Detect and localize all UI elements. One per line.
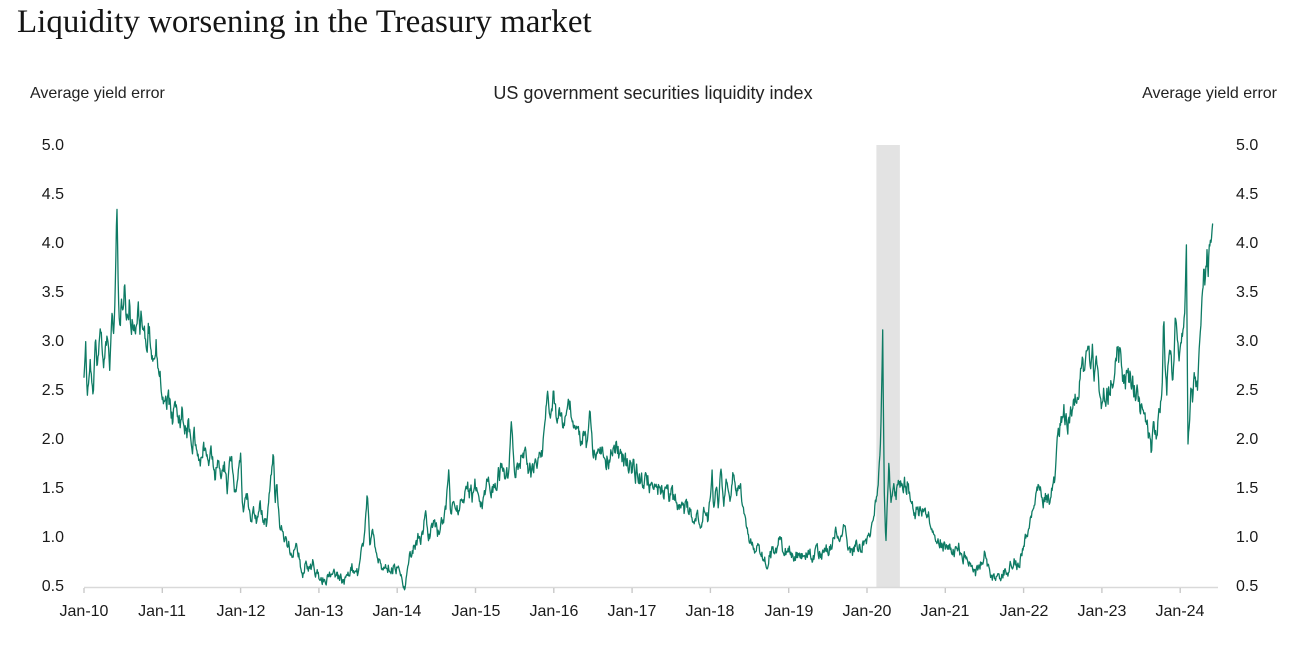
y-tick-label-left: 3.5 [41,284,64,301]
y-tick-label-left: 2.0 [41,431,64,448]
x-tick-label: Jan-17 [607,603,657,620]
x-tick-label: Jan-13 [294,603,344,620]
y-tick-label-left: 4.5 [41,186,64,203]
y-tick-label-right: 2.0 [1236,431,1259,448]
x-tick-label: Jan-16 [529,603,579,620]
x-tick-label: Jan-21 [920,603,970,620]
line-series [83,208,1214,591]
x-tick-label: Jan-20 [842,603,892,620]
y-tick-label-right: 2.5 [1236,382,1259,399]
x-tick-label: Jan-22 [999,603,1049,620]
y-tick-label-right: 1.0 [1236,529,1259,546]
y-tick-label-left: 5.0 [41,137,64,154]
y-tick-label-right: 3.0 [1236,333,1259,350]
y-tick-label-right: 1.5 [1236,480,1259,497]
x-tick-label: Jan-10 [59,603,109,620]
x-tick-label: Jan-12 [216,603,266,620]
recession-band [876,145,900,587]
left-axis-unit-label: Average yield error [30,85,165,102]
y-tick-label-left: 0.5 [41,578,64,595]
x-tick-label: Jan-19 [764,603,814,620]
chart-subtitle: US government securities liquidity index [493,83,813,103]
y-tick-label-left: 3.0 [41,333,64,350]
x-tick-label: Jan-11 [138,603,186,620]
x-tick-label: Jan-15 [451,603,501,620]
y-tick-label-left: 1.0 [41,529,64,546]
y-tick-label-right: 4.0 [1236,235,1259,252]
y-tick-label-right: 5.0 [1236,137,1259,154]
y-tick-label-right: 3.5 [1236,284,1259,301]
x-tick-label: Jan-24 [1155,603,1205,620]
y-tick-label-left: 1.5 [41,480,64,497]
chart-title: Liquidity worsening in the Treasury mark… [17,4,592,40]
y-tick-label-right: 4.5 [1236,186,1259,203]
x-tick-label: Jan-18 [685,603,735,620]
y-tick-label-left: 2.5 [41,382,64,399]
right-axis-unit-label: Average yield error [1142,85,1277,102]
x-tick-label: Jan-23 [1077,603,1127,620]
y-tick-label-left: 4.0 [41,235,64,252]
y-tick-label-right: 0.5 [1236,578,1259,595]
x-tick-label: Jan-14 [372,603,422,620]
